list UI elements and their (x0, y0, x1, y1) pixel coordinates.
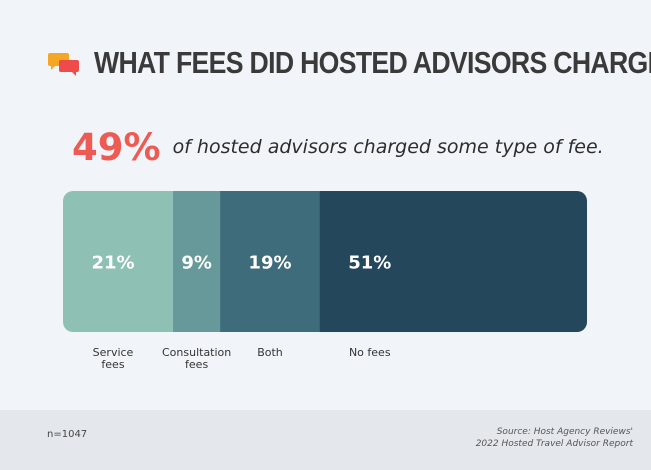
category-label-line: Service (93, 346, 134, 359)
category-label-line: No fees (349, 346, 391, 359)
category-label-line: fees (101, 358, 124, 371)
segment-value-label: 9% (181, 253, 212, 274)
bar-segment-3 (220, 191, 321, 332)
category-label-line: fees (185, 358, 208, 371)
segment-value-label: 51% (348, 253, 391, 274)
footer: n=1047 Source: Host Agency Reviews' 2022… (0, 410, 651, 470)
bar-segment-2 (173, 191, 221, 332)
highlight-stat: 49% of hosted advisors charged some type… (72, 124, 604, 170)
bar-segment-1 (63, 191, 174, 332)
chart-title: WHAT FEES DID HOSTED ADVISORS CHARGE? (94, 45, 651, 80)
category-label: Both (257, 346, 283, 359)
category-label-line: Consultation (162, 346, 231, 359)
segment-value-label: 19% (248, 253, 291, 274)
chat-bubbles-icon (48, 53, 79, 76)
source-line-1: Source: Host Agency Reviews' (496, 427, 633, 437)
category-label-line: Both (257, 346, 283, 359)
bar-segment-4 (319, 191, 587, 332)
bar-segments (63, 191, 587, 332)
segment-value-label: 21% (91, 253, 134, 274)
category-label: Consultation fees (162, 346, 231, 371)
segment-value-labels: 21% 9% 19% 51% (91, 253, 391, 274)
chart-header: WHAT FEES DID HOSTED ADVISORS CHARGE? (48, 38, 651, 88)
sample-size: n=1047 (47, 429, 88, 440)
category-label: Service fees (93, 346, 134, 371)
highlight-percentage: 49% (72, 125, 161, 169)
source-line-2: 2022 Hosted Travel Advisor Report (475, 439, 633, 449)
category-label: No fees (349, 346, 391, 359)
source-note: Source: Host Agency Reviews' 2022 Hosted… (476, 426, 633, 450)
highlight-statement: of hosted advisors charged some type of … (172, 136, 604, 158)
